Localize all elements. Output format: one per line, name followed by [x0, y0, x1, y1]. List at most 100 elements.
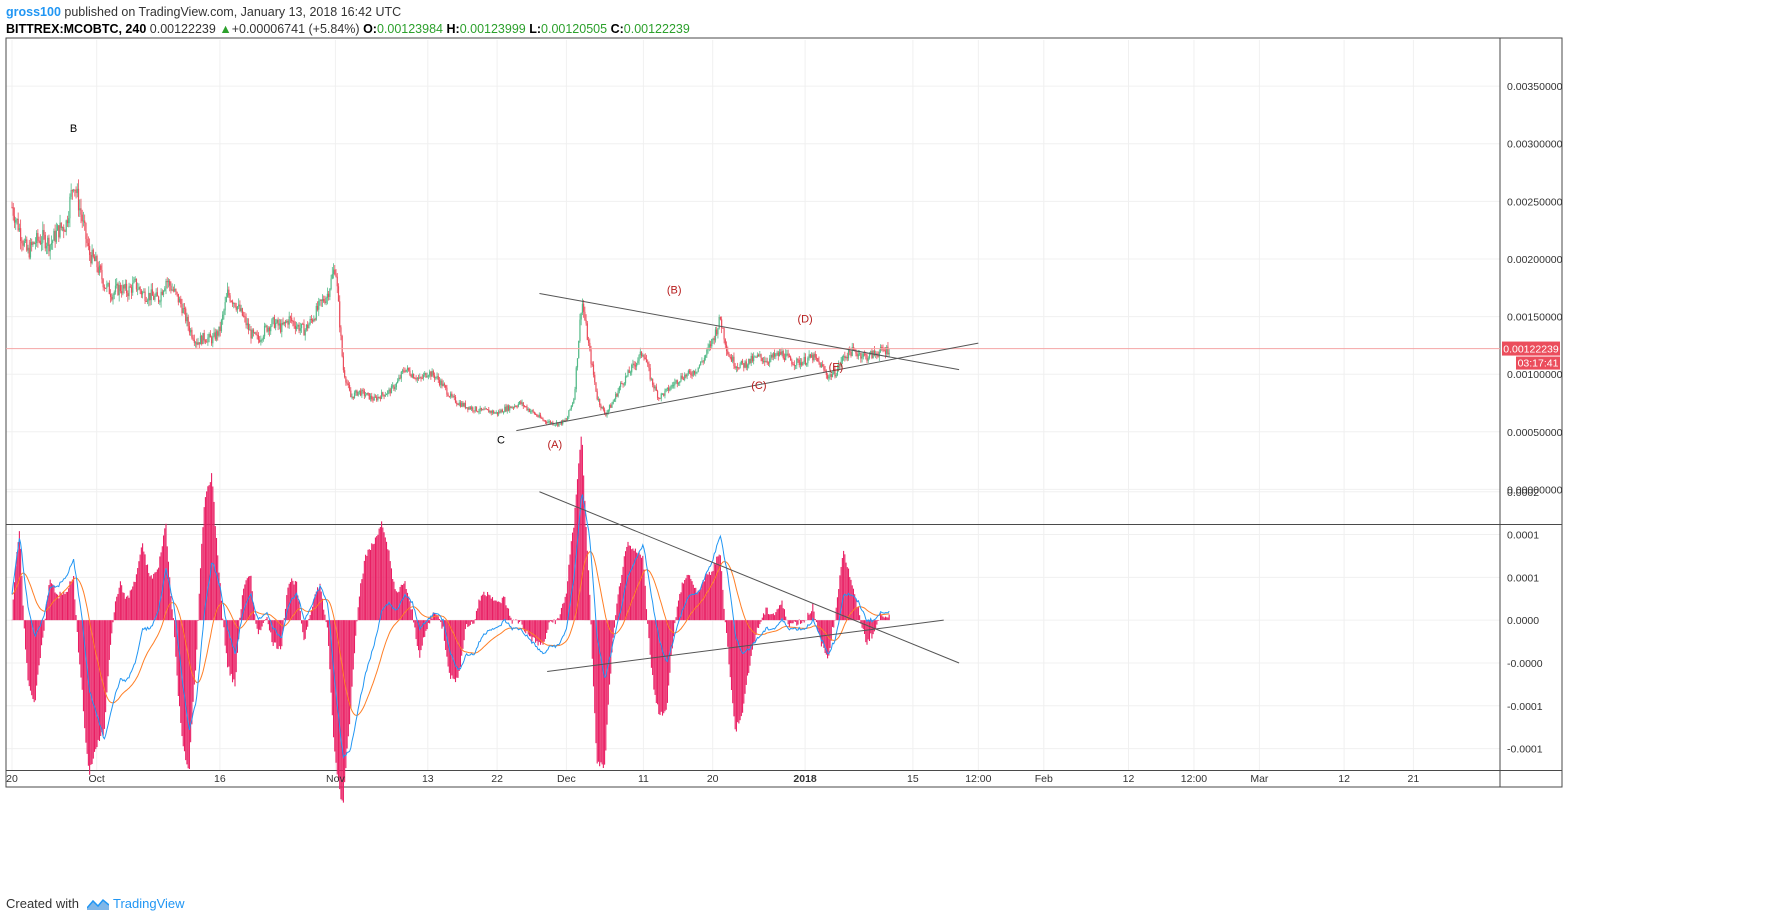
candle-body [528, 408, 531, 412]
candle-body [868, 353, 871, 359]
candle-body [823, 366, 825, 370]
candle-body [586, 323, 588, 340]
candle-body [847, 348, 850, 359]
candle-body [739, 364, 741, 369]
candle-body [636, 363, 638, 367]
candle-body [587, 339, 590, 343]
candle-body [746, 365, 749, 368]
candle-body [877, 355, 879, 357]
candle-body [283, 321, 285, 325]
tradingview-link[interactable]: TradingView [112, 896, 185, 911]
candle-body [653, 384, 655, 389]
candle-body [705, 355, 707, 358]
time-tick-label: 21 [1408, 773, 1420, 785]
candle-body [760, 354, 762, 358]
candle-body [484, 408, 486, 410]
candle-body [43, 229, 45, 235]
candle-body [863, 353, 866, 355]
candle-body [500, 409, 502, 413]
price-tick-label: 0.00000000 [1507, 484, 1563, 496]
candle-body [287, 321, 289, 325]
candle-body [255, 332, 257, 335]
candle-body [860, 353, 862, 359]
candle-body [833, 369, 835, 374]
candle-body [501, 409, 503, 413]
candle-body [114, 285, 117, 293]
candle-body [700, 361, 702, 366]
candle-body [437, 376, 439, 380]
candle-body [419, 377, 421, 379]
open-value: 0.00123984 [376, 22, 443, 36]
candle-body [781, 351, 783, 355]
candle-body [601, 406, 603, 409]
candle-body [658, 397, 660, 399]
candle-body [52, 240, 54, 244]
candle-body [525, 406, 527, 408]
candle-body [76, 188, 78, 193]
candle-body [315, 305, 317, 320]
time-tick-label: 20 [707, 773, 719, 785]
candle-body [466, 407, 468, 409]
candle-body [446, 387, 448, 395]
close-value: 0.00122239 [623, 22, 690, 36]
candle-body [390, 385, 393, 394]
candle-body [66, 220, 69, 224]
candle-body [461, 402, 463, 407]
candle-body [506, 405, 508, 412]
macd-tick-label: 0.0000 [1507, 615, 1539, 627]
candle-body [125, 283, 128, 294]
time-tick-label: Nov [326, 773, 345, 785]
candle-body [251, 329, 253, 339]
candle-body [397, 381, 399, 384]
candle-body [217, 331, 219, 336]
candle-body [177, 293, 179, 303]
candle-body [137, 289, 139, 291]
candle-body [405, 369, 407, 372]
candle-body [246, 323, 248, 326]
candle-body [597, 398, 600, 400]
candle-body [568, 410, 570, 417]
author-link[interactable]: gross100 [6, 5, 61, 19]
candle-body [289, 316, 292, 318]
candle-body [759, 354, 761, 356]
candle-body [117, 283, 119, 295]
candle-body [108, 283, 110, 295]
candle-body [721, 319, 723, 328]
candle-body [141, 292, 144, 295]
candle-body [580, 312, 582, 320]
symbol-label: BITTREX:MCOBTC, 240 [6, 22, 147, 36]
candle-body [642, 355, 644, 357]
candle-body [262, 336, 264, 340]
candle-body [79, 208, 81, 211]
candle-body [225, 296, 227, 303]
wave-label: C [497, 434, 505, 446]
candle-body [81, 214, 83, 222]
candle-body [176, 291, 178, 294]
triangle-trendline [516, 342, 979, 432]
candle-body [422, 374, 425, 378]
candle-body [695, 372, 697, 374]
low-value: 0.00120505 [541, 22, 608, 36]
candle-body [378, 396, 380, 398]
candle-body [785, 353, 787, 361]
candle-body [231, 301, 234, 304]
candle-body [844, 356, 846, 359]
candle-body [479, 407, 481, 412]
candle-body [664, 390, 666, 396]
candle-body [541, 417, 543, 419]
candle-body [361, 389, 363, 396]
candle-body [674, 382, 676, 386]
candle-body [835, 374, 837, 377]
candle-body [199, 335, 202, 345]
candle-body [464, 403, 466, 409]
candle-body [733, 356, 735, 367]
candle-body [474, 406, 476, 412]
publish-line: gross100 published on TradingView.com, J… [6, 4, 401, 20]
candle-body [150, 289, 152, 301]
candle-body [348, 384, 351, 391]
candle-body [347, 383, 349, 385]
candle-body [713, 338, 715, 341]
candle-body [535, 414, 537, 416]
high-value: 0.00123999 [459, 22, 526, 36]
